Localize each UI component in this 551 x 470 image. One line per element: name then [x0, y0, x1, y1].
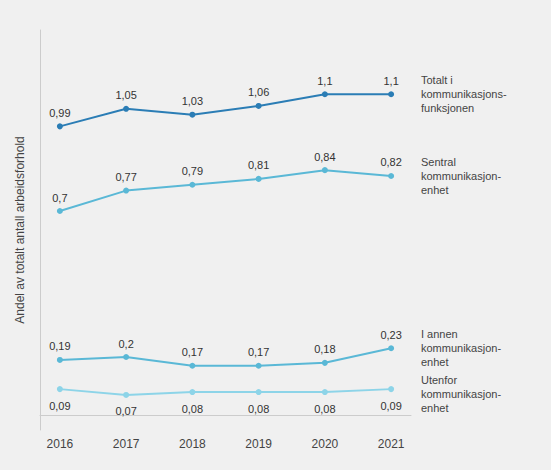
svg-text:2020: 2020 — [312, 437, 339, 451]
svg-text:0,23: 0,23 — [380, 329, 401, 341]
svg-text:0,08: 0,08 — [248, 403, 269, 415]
svg-text:1,1: 1,1 — [317, 75, 332, 87]
svg-text:funksjonen: funksjonen — [421, 102, 474, 114]
svg-text:0,09: 0,09 — [380, 400, 401, 412]
svg-text:1,1: 1,1 — [383, 75, 398, 87]
svg-text:enhet: enhet — [421, 402, 449, 414]
svg-text:kommunikasjons-: kommunikasjons- — [421, 88, 507, 100]
svg-text:1,05: 1,05 — [115, 89, 136, 101]
svg-text:0,17: 0,17 — [248, 346, 269, 358]
svg-text:0,77: 0,77 — [115, 171, 136, 183]
svg-text:2021: 2021 — [378, 437, 405, 451]
svg-text:I annen: I annen — [421, 328, 458, 340]
svg-text:Totalt i: Totalt i — [421, 74, 453, 86]
svg-text:0,7: 0,7 — [52, 192, 67, 204]
svg-text:0,82: 0,82 — [380, 156, 401, 168]
svg-text:0,81: 0,81 — [248, 159, 269, 171]
svg-text:0,84: 0,84 — [314, 151, 335, 163]
svg-text:0,08: 0,08 — [182, 403, 203, 415]
svg-text:1,03: 1,03 — [182, 95, 203, 107]
svg-text:0,08: 0,08 — [314, 403, 335, 415]
svg-text:2017: 2017 — [113, 437, 140, 451]
svg-text:0,2: 0,2 — [118, 338, 133, 350]
svg-text:enhet: enhet — [421, 184, 449, 196]
svg-text:0,79: 0,79 — [182, 165, 203, 177]
svg-text:2018: 2018 — [179, 437, 206, 451]
svg-text:Utenfor: Utenfor — [421, 374, 457, 386]
svg-text:1,06: 1,06 — [248, 86, 269, 98]
svg-text:0,07: 0,07 — [115, 405, 136, 417]
svg-text:kommunikasjon-: kommunikasjon- — [421, 388, 501, 400]
svg-text:2019: 2019 — [245, 437, 272, 451]
svg-text:kommunikasjon-: kommunikasjon- — [421, 170, 501, 182]
svg-text:Sentral: Sentral — [421, 156, 456, 168]
svg-text:Andel av totalt antall arbeids: Andel av totalt antall arbeidsforhold — [13, 136, 27, 323]
svg-text:kommunikasjon-: kommunikasjon- — [421, 342, 501, 354]
svg-text:0,17: 0,17 — [182, 346, 203, 358]
svg-text:0,99: 0,99 — [49, 107, 70, 119]
svg-text:enhet: enhet — [421, 356, 449, 368]
svg-text:2016: 2016 — [47, 437, 74, 451]
svg-text:0,19: 0,19 — [49, 340, 70, 352]
svg-text:0,09: 0,09 — [49, 400, 70, 412]
svg-text:0,18: 0,18 — [314, 343, 335, 355]
